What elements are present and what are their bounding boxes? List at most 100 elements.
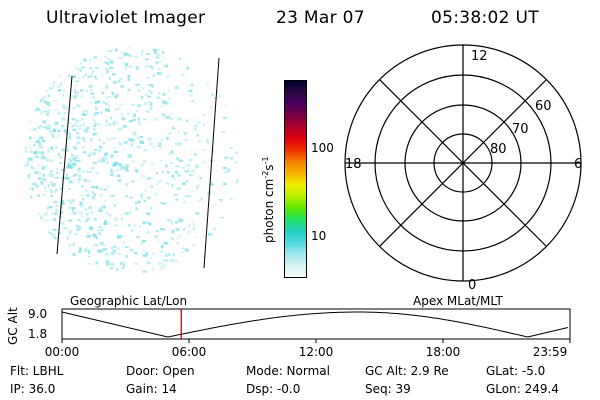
emission-dot [160, 254, 163, 257]
emission-dot [154, 235, 158, 238]
emission-dot [172, 253, 175, 257]
emission-dot [76, 132, 79, 135]
emission-dot [165, 136, 169, 140]
emission-dot [106, 211, 108, 215]
emission-dot [80, 220, 82, 223]
emission-dot [89, 151, 93, 155]
emission-dot [145, 58, 149, 61]
emission-dot [105, 108, 110, 112]
emission-dot [155, 183, 158, 186]
emission-dot [52, 228, 57, 232]
emission-dot [163, 101, 168, 105]
emission-dot [68, 205, 70, 209]
emission-dot [48, 173, 53, 177]
emission-dot [144, 189, 147, 192]
left-boundary-line [56, 75, 73, 255]
emission-dot [186, 119, 188, 123]
emission-dot [174, 259, 178, 263]
emission-dot [140, 192, 144, 196]
emission-dot [214, 97, 217, 99]
emission-dot [108, 104, 110, 107]
emission-dot [53, 128, 56, 132]
emission-dot [108, 96, 111, 98]
emission-dot [127, 88, 131, 92]
emission-dot [220, 199, 222, 203]
emission-dot [93, 122, 98, 124]
emission-dot [136, 83, 140, 86]
emission-dot [85, 189, 88, 192]
emission-dot [89, 59, 92, 62]
emission-dot [47, 108, 51, 111]
emission-dot [93, 193, 96, 197]
colorbar-tick-100: 100 [311, 141, 334, 155]
emission-dot [104, 152, 108, 156]
emission-dot [159, 250, 164, 254]
emission-dot [162, 202, 167, 205]
emission-dot [89, 226, 94, 229]
emission-dot [106, 161, 109, 165]
emission-dot [171, 174, 175, 178]
emission-dot [76, 136, 80, 139]
emission-dot [34, 155, 40, 158]
timeline-y-bottom: 1.8 [28, 327, 48, 341]
emission-dot [85, 247, 88, 249]
emission-dot [39, 136, 44, 140]
emission-dot [86, 126, 91, 130]
emission-dot [134, 56, 139, 58]
emission-dot [76, 125, 80, 127]
emission-dot [79, 204, 84, 208]
emission-dot [185, 180, 189, 183]
mode-info: Mode: Normal [246, 364, 330, 378]
emission-dot [107, 63, 109, 66]
emission-dot [181, 251, 184, 254]
emission-dot [197, 200, 201, 203]
emission-dot [99, 249, 103, 253]
emission-dot [131, 104, 136, 106]
emission-dot [98, 207, 102, 210]
emission-dot [161, 113, 165, 117]
emission-dot [112, 120, 117, 124]
emission-dot [129, 211, 132, 214]
emission-dot [125, 167, 129, 171]
emission-dot [54, 109, 58, 111]
emission-dot [143, 101, 148, 105]
emission-dot [209, 106, 213, 109]
emission-dot [78, 127, 83, 130]
emission-dot [66, 107, 68, 110]
emission-dot [74, 232, 78, 236]
emission-dot [43, 218, 48, 222]
emission-dot [137, 104, 142, 108]
emission-dot [92, 70, 95, 73]
emission-dot [160, 228, 165, 230]
emission-dot [70, 207, 75, 210]
emission-dot [46, 158, 50, 162]
emission-dot [176, 187, 181, 190]
emission-dot [102, 157, 105, 159]
emission-dot [66, 173, 68, 177]
emission-dot [88, 67, 93, 70]
emission-dot [146, 259, 149, 262]
emission-dot [119, 166, 122, 170]
emission-dot [223, 166, 227, 170]
altitude-curve [61, 311, 569, 338]
emission-dot [135, 110, 139, 113]
emission-dot [197, 184, 200, 188]
emission-dot [152, 146, 155, 148]
emission-dot [97, 232, 102, 235]
emission-dot [85, 212, 89, 216]
emission-dot [52, 149, 54, 153]
emission-dot [206, 138, 209, 142]
emission-dot [38, 172, 42, 175]
timeline-tick-label: 12:00 [298, 345, 334, 359]
emission-dot [44, 186, 46, 190]
emission-dot [62, 106, 67, 109]
emission-dot [177, 174, 182, 177]
emission-dot [188, 174, 193, 177]
emission-dot [95, 101, 99, 104]
emission-dot [110, 154, 114, 158]
emission-dot [67, 199, 72, 202]
emission-dot [158, 92, 160, 95]
emission-dot [61, 201, 65, 205]
emission-dot [46, 102, 50, 105]
